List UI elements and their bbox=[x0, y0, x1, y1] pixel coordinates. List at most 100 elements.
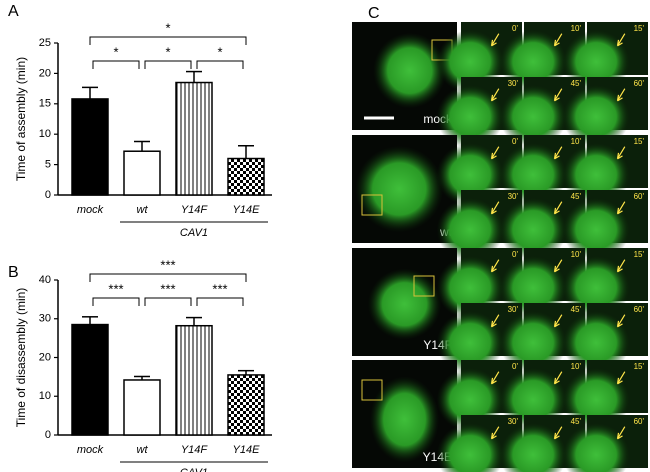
arrow bbox=[553, 146, 563, 160]
significance-bracket bbox=[92, 60, 140, 69]
time-label: 45' bbox=[571, 79, 582, 88]
x-tick-label: Y14F bbox=[181, 204, 209, 216]
cell-edge bbox=[562, 84, 630, 149]
x-tick-label: Y14F bbox=[181, 444, 209, 456]
cell-edge bbox=[562, 422, 630, 472]
cell-edge bbox=[562, 310, 630, 375]
y-tick-label: 10 bbox=[39, 128, 51, 140]
significance-label: *** bbox=[160, 281, 175, 296]
cell bbox=[367, 268, 442, 340]
arrow bbox=[490, 314, 500, 328]
y-tick-label: 0 bbox=[45, 429, 51, 441]
time-label: 0' bbox=[512, 24, 518, 33]
arrow bbox=[553, 88, 563, 102]
panel-label: C bbox=[368, 5, 380, 22]
significance-bracket bbox=[196, 60, 244, 69]
significance-label: * bbox=[165, 44, 170, 59]
x-tick-label: mock bbox=[77, 204, 104, 216]
time-label: 45' bbox=[571, 417, 582, 426]
panel-label: B bbox=[8, 264, 19, 281]
time-label: 30' bbox=[508, 305, 519, 314]
time-label: 0' bbox=[512, 362, 518, 371]
y-tick-label: 15 bbox=[39, 98, 51, 110]
arrow bbox=[490, 371, 500, 385]
cell-edge bbox=[499, 197, 567, 262]
time-label: 60' bbox=[634, 417, 645, 426]
y-tick-label: 20 bbox=[39, 351, 51, 363]
y-tick-label: 25 bbox=[39, 37, 51, 49]
time-label: 15' bbox=[634, 137, 645, 146]
cell-edge bbox=[562, 197, 630, 262]
significance-label: *** bbox=[212, 281, 227, 296]
y-axis-label: Time of assembly (min) bbox=[14, 57, 28, 181]
significance-bracket bbox=[89, 36, 247, 45]
time-label: 60' bbox=[634, 79, 645, 88]
time-label: 10' bbox=[571, 362, 582, 371]
y-axis-label: Time of disassembly (min) bbox=[14, 288, 28, 428]
arrow bbox=[490, 201, 500, 215]
x-tick-label: wt bbox=[137, 444, 149, 456]
y-tick-label: 40 bbox=[39, 274, 51, 286]
time-label: 0' bbox=[512, 137, 518, 146]
significance-bracket bbox=[144, 60, 192, 69]
cell-edge bbox=[436, 422, 504, 472]
time-label: 15' bbox=[634, 362, 645, 371]
arrow bbox=[616, 146, 626, 160]
time-label: 15' bbox=[634, 250, 645, 259]
cell-edge bbox=[499, 310, 567, 375]
time-label: 45' bbox=[571, 305, 582, 314]
y-tick-label: 30 bbox=[39, 313, 51, 325]
time-label: 60' bbox=[634, 192, 645, 201]
arrow bbox=[616, 33, 626, 47]
bar bbox=[227, 157, 265, 196]
time-label: 10' bbox=[571, 137, 582, 146]
bar bbox=[175, 324, 213, 436]
arrow bbox=[553, 314, 563, 328]
time-label: 30' bbox=[508, 192, 519, 201]
roi-box bbox=[361, 194, 383, 216]
significance-bracket bbox=[196, 297, 244, 306]
bar bbox=[175, 81, 213, 196]
arrow bbox=[490, 426, 500, 440]
arrow bbox=[616, 371, 626, 385]
roi-box bbox=[413, 275, 435, 297]
cell-edge bbox=[499, 422, 567, 472]
arrow bbox=[616, 259, 626, 273]
cell-edge bbox=[436, 197, 504, 262]
time-label: 45' bbox=[571, 192, 582, 201]
significance-label: * bbox=[165, 20, 170, 35]
arrow bbox=[553, 201, 563, 215]
group-label: CAV1 bbox=[180, 467, 208, 472]
y-tick-label: 0 bbox=[45, 189, 51, 201]
significance-bracket bbox=[92, 297, 140, 306]
significance-label: *** bbox=[160, 257, 175, 272]
time-label: 30' bbox=[508, 79, 519, 88]
time-label: 10' bbox=[571, 250, 582, 259]
arrow bbox=[490, 259, 500, 273]
x-tick-label: Y14E bbox=[233, 444, 261, 456]
y-tick-label: 10 bbox=[39, 390, 51, 402]
significance-label: *** bbox=[108, 281, 123, 296]
arrow bbox=[553, 426, 563, 440]
arrow bbox=[490, 146, 500, 160]
arrow bbox=[616, 426, 626, 440]
panel-label: A bbox=[8, 3, 19, 20]
y-tick-label: 5 bbox=[45, 159, 51, 171]
bar bbox=[227, 374, 265, 436]
bar bbox=[71, 98, 109, 196]
arrow bbox=[553, 33, 563, 47]
arrow bbox=[553, 371, 563, 385]
time-label: 0' bbox=[512, 250, 518, 259]
bar bbox=[123, 379, 161, 436]
arrow bbox=[490, 88, 500, 102]
cell bbox=[369, 376, 440, 463]
cell-edge bbox=[499, 84, 567, 149]
x-tick-label: mock bbox=[77, 444, 104, 456]
x-tick-label: Y14E bbox=[233, 204, 261, 216]
cell bbox=[355, 145, 444, 233]
arrow bbox=[553, 259, 563, 273]
arrow bbox=[616, 88, 626, 102]
cell bbox=[373, 32, 447, 109]
arrow bbox=[616, 314, 626, 328]
